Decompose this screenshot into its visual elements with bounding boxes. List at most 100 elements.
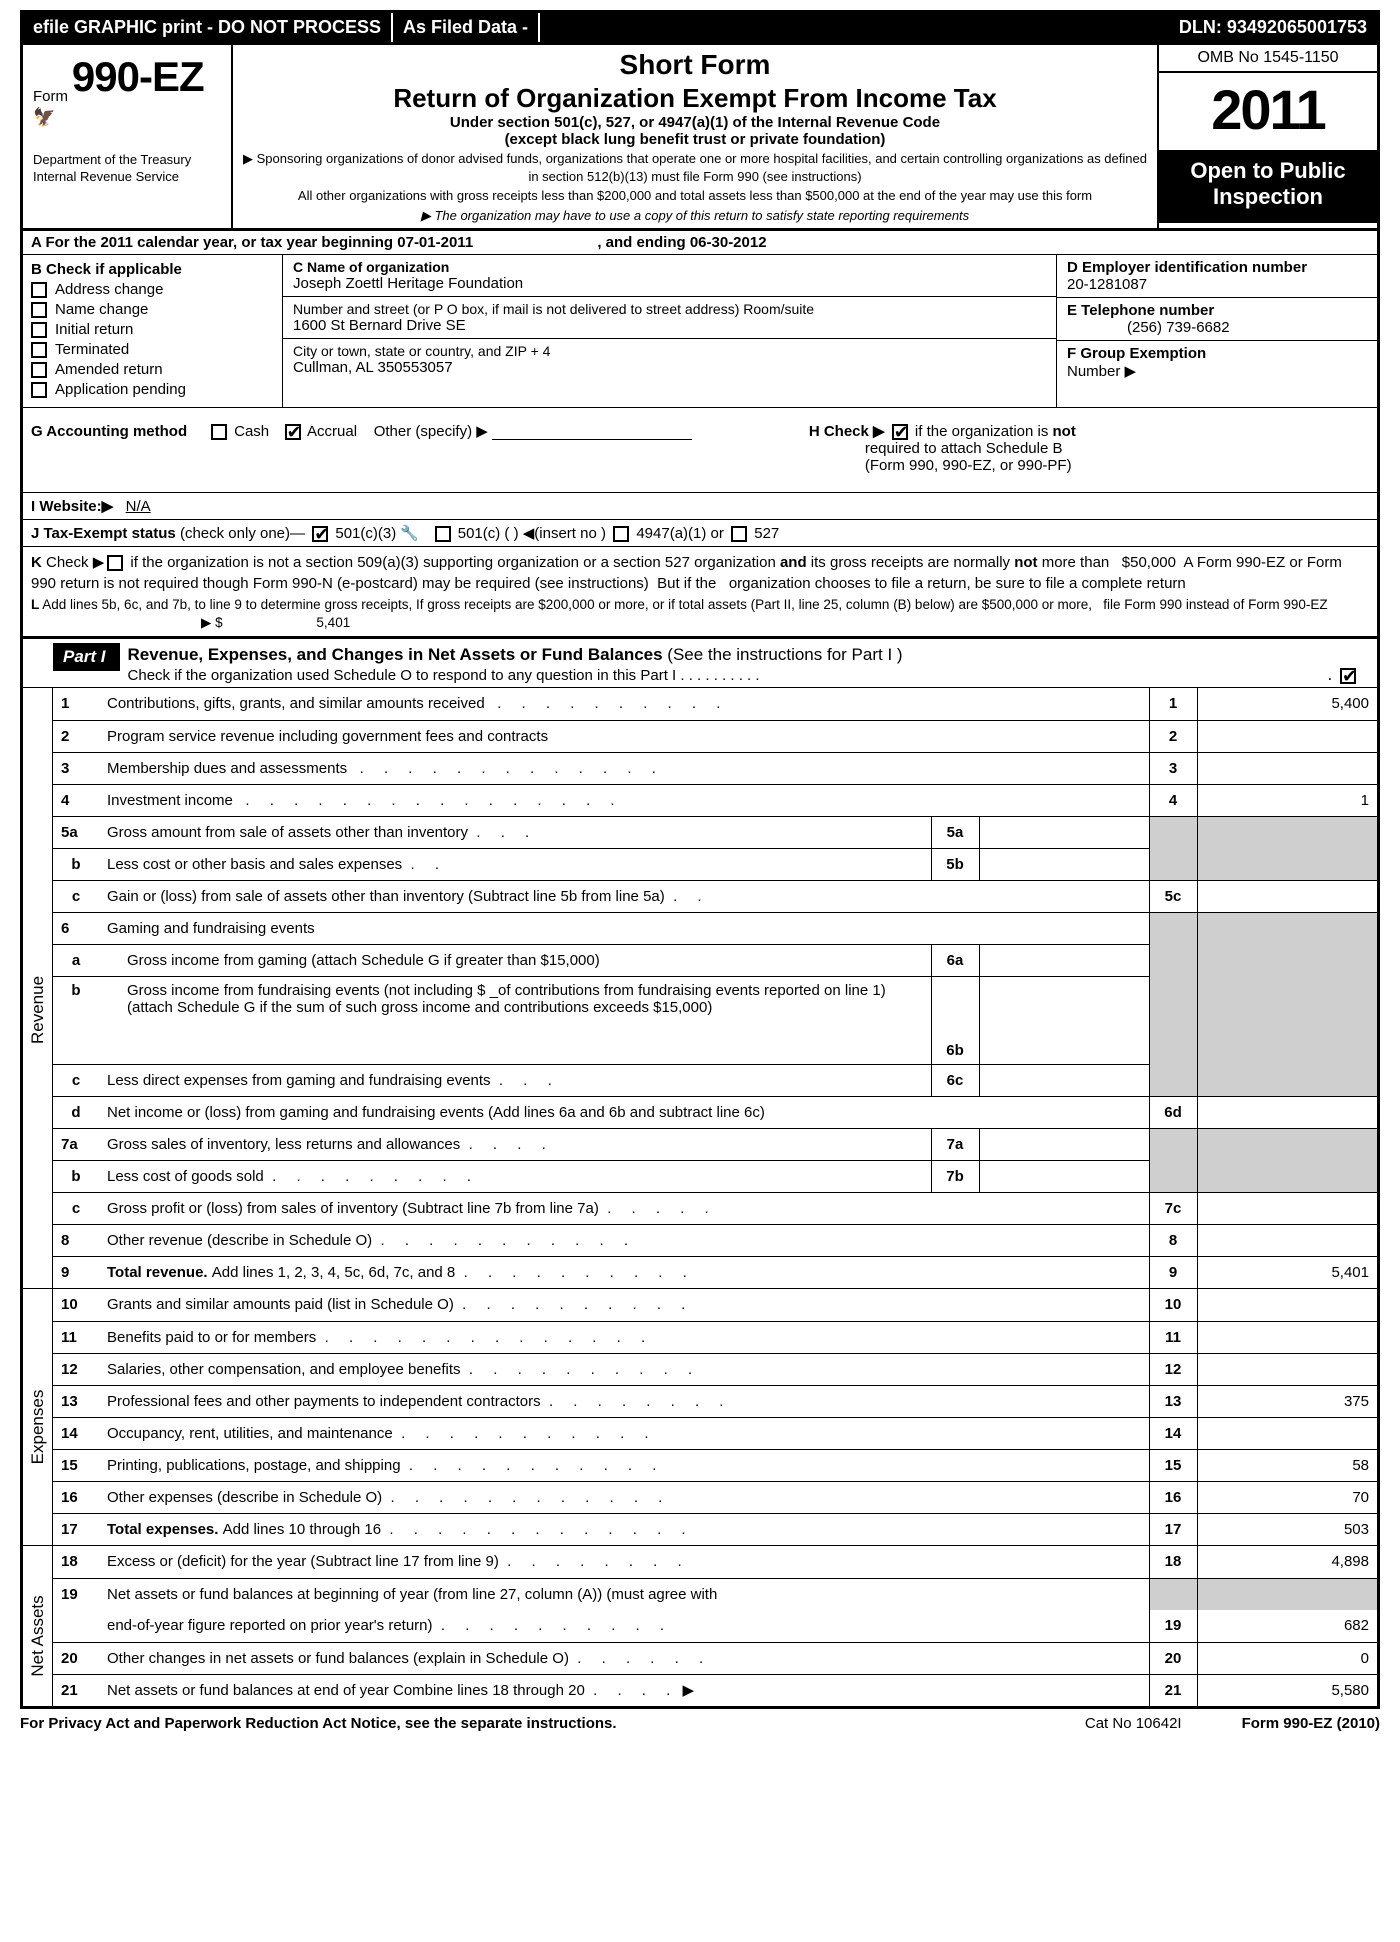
chk-501c3[interactable] bbox=[312, 526, 328, 542]
chk-k[interactable] bbox=[107, 555, 123, 571]
line-3: 3Membership dues and assessments . . . .… bbox=[53, 752, 1377, 784]
f-label: F Group Exemption bbox=[1067, 345, 1206, 362]
footer-left: For Privacy Act and Paperwork Reduction … bbox=[20, 1715, 1025, 1732]
line-7c: cGross profit or (loss) from sales of in… bbox=[53, 1192, 1377, 1224]
netassets-sidebar: Net Assets bbox=[23, 1546, 53, 1706]
chk-501c[interactable] bbox=[435, 526, 451, 542]
row-h: H Check ▶ if the organization is not req… bbox=[789, 422, 1369, 474]
top-bar: efile GRAPHIC print - DO NOT PROCESS As … bbox=[20, 10, 1380, 45]
efile-label: efile GRAPHIC print - DO NOT PROCESS bbox=[23, 13, 393, 42]
chk-527[interactable] bbox=[731, 526, 747, 542]
line-6c: cLess direct expenses from gaming and fu… bbox=[53, 1064, 1377, 1096]
page-footer: For Privacy Act and Paperwork Reduction … bbox=[20, 1709, 1380, 1732]
d-label: D Employer identification number bbox=[1067, 259, 1307, 276]
chk-name-change[interactable]: Name change bbox=[31, 301, 274, 318]
c-label: C Name of organization bbox=[293, 259, 449, 275]
line-10: 10Grants and similar amounts paid (list … bbox=[53, 1289, 1377, 1321]
tax-year: 2011 bbox=[1159, 73, 1377, 152]
section-def: D Employer identification number 20-1281… bbox=[1057, 255, 1377, 407]
bullet-3: ▶ The organization may have to use a cop… bbox=[243, 207, 1147, 225]
subtitle-2: (except black lung benefit trust or priv… bbox=[243, 131, 1147, 148]
chk-4947[interactable] bbox=[613, 526, 629, 542]
line-4: 4Investment income . . . . . . . . . . .… bbox=[53, 784, 1377, 816]
line-7a: 7aGross sales of inventory, less returns… bbox=[53, 1128, 1377, 1160]
chk-accrual[interactable] bbox=[285, 424, 301, 440]
chk-address-change[interactable]: Address change bbox=[31, 281, 274, 298]
netassets-section: Net Assets 18Excess or (deficit) for the… bbox=[20, 1546, 1380, 1709]
row-kl: K Check ▶ if the organization is not a s… bbox=[20, 547, 1380, 639]
line-15: 15Printing, publications, postage, and s… bbox=[53, 1449, 1377, 1481]
expenses-section: Expenses 10Grants and similar amounts pa… bbox=[20, 1289, 1380, 1546]
line-5c: cGain or (loss) from sale of assets othe… bbox=[53, 880, 1377, 912]
as-filed-label: As Filed Data - bbox=[393, 13, 540, 42]
eagle-icon: 🦅 bbox=[33, 107, 55, 125]
city-val: Cullman, AL 350553057 bbox=[293, 359, 453, 376]
short-form-title: Short Form bbox=[243, 49, 1147, 81]
expenses-sidebar: Expenses bbox=[23, 1289, 53, 1545]
part1-tab: Part I bbox=[53, 643, 120, 671]
form-number: 990-EZ bbox=[72, 53, 204, 100]
line-19a: 19Net assets or fund balances at beginni… bbox=[53, 1578, 1377, 1610]
checkbox-icon bbox=[31, 382, 47, 398]
section-c: C Name of organization Joseph Zoettl Her… bbox=[283, 255, 1057, 407]
section-b-title: B Check if applicable bbox=[31, 261, 274, 278]
chk-h[interactable] bbox=[892, 424, 908, 440]
revenue-sidebar: Revenue bbox=[23, 688, 53, 1288]
l-amount: 5,401 bbox=[226, 615, 350, 630]
line-19b: end-of-year figure reported on prior yea… bbox=[53, 1610, 1377, 1642]
form-prefix: Form bbox=[33, 88, 68, 105]
chk-initial-return[interactable]: Initial return bbox=[31, 321, 274, 338]
header-right: OMB No 1545-1150 2011 Open to Public Ins… bbox=[1157, 45, 1377, 228]
chk-application-pending[interactable]: Application pending bbox=[31, 381, 274, 398]
addr-val: 1600 St Bernard Drive SE bbox=[293, 317, 466, 334]
checkbox-icon bbox=[31, 342, 47, 358]
line-14: 14Occupancy, rent, utilities, and mainte… bbox=[53, 1417, 1377, 1449]
main-title: Return of Organization Exempt From Incom… bbox=[243, 83, 1147, 114]
city-label: City or town, state or country, and ZIP … bbox=[293, 343, 550, 359]
line-6d: dNet income or (loss) from gaming and fu… bbox=[53, 1096, 1377, 1128]
checkbox-icon bbox=[31, 362, 47, 378]
line-18: 18Excess or (deficit) for the year (Subt… bbox=[53, 1546, 1377, 1578]
chk-terminated[interactable]: Terminated bbox=[31, 341, 274, 358]
website-val: N/A bbox=[126, 498, 151, 515]
line-6b: bGross income from fundraising events (n… bbox=[53, 976, 1377, 1064]
addr-label: Number and street (or P O box, if mail i… bbox=[293, 301, 814, 317]
chk-part1-schedO[interactable] bbox=[1340, 668, 1356, 684]
other-specify-input[interactable] bbox=[492, 424, 692, 440]
chk-cash[interactable] bbox=[211, 424, 227, 440]
line-13: 13Professional fees and other payments t… bbox=[53, 1385, 1377, 1417]
row-k: K Check ▶ if the organization is not a s… bbox=[31, 553, 1369, 594]
phone-val: (256) 739-6682 bbox=[1067, 319, 1230, 336]
bullet-2: All other organizations with gross recei… bbox=[243, 187, 1147, 205]
line-21: 21Net assets or fund balances at end of … bbox=[53, 1674, 1377, 1706]
line-20: 20Other changes in net assets or fund ba… bbox=[53, 1642, 1377, 1674]
form-header: Form 990-EZ 🦅 Department of the Treasury… bbox=[20, 45, 1380, 231]
line-17: 17Total expenses. Add lines 10 through 1… bbox=[53, 1513, 1377, 1545]
section-b: B Check if applicable Address change Nam… bbox=[23, 255, 283, 407]
dln-label: DLN: 93492065001753 bbox=[1169, 13, 1377, 42]
subtitle-1: Under section 501(c), 527, or 4947(a)(1)… bbox=[243, 114, 1147, 131]
dept-treasury: Department of the Treasury bbox=[33, 152, 221, 169]
line-6: 6Gaming and fundraising events bbox=[53, 912, 1377, 944]
checkbox-icon bbox=[31, 302, 47, 318]
checkbox-icon bbox=[31, 282, 47, 298]
checkbox-icon bbox=[31, 322, 47, 338]
ein-val: 20-1281087 bbox=[1067, 276, 1147, 293]
l-amount-label: ▶ $ bbox=[31, 615, 223, 630]
row-g: G Accounting method Cash Accrual Other (… bbox=[31, 422, 789, 474]
expenses-table: 10Grants and similar amounts paid (list … bbox=[53, 1289, 1377, 1545]
line-8: 8Other revenue (describe in Schedule O) … bbox=[53, 1224, 1377, 1256]
e-label: E Telephone number bbox=[1067, 302, 1214, 319]
line-1: 1Contributions, gifts, grants, and simil… bbox=[53, 688, 1377, 720]
i-label: I Website:▶ bbox=[31, 498, 113, 515]
line-2: 2Program service revenue including gover… bbox=[53, 720, 1377, 752]
row-l: L Add lines 5b, 6c, and 7b, to line 9 to… bbox=[31, 596, 1369, 632]
g-label: G Accounting method bbox=[31, 423, 187, 440]
line-5b: bLess cost or other basis and sales expe… bbox=[53, 848, 1377, 880]
line-7b: bLess cost of goods sold . . . . . . . .… bbox=[53, 1160, 1377, 1192]
row-gh: G Accounting method Cash Accrual Other (… bbox=[20, 408, 1380, 493]
row-a: A For the 2011 calendar year, or tax yea… bbox=[20, 231, 1380, 255]
f-label2: Number ▶ bbox=[1067, 363, 1136, 380]
chk-amended-return[interactable]: Amended return bbox=[31, 361, 274, 378]
open-public: Open to Public Inspection bbox=[1159, 152, 1377, 223]
